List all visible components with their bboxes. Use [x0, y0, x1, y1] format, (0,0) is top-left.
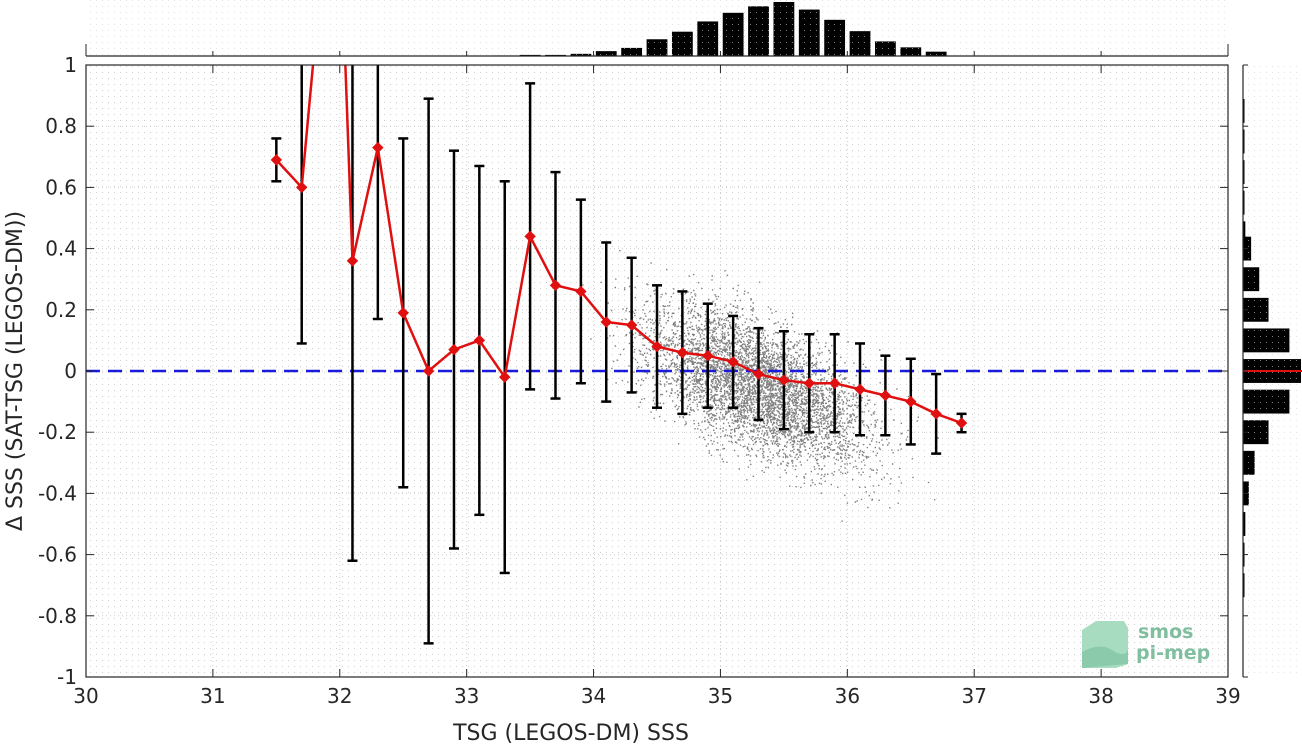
mean-marker — [752, 368, 765, 380]
mean-marker — [930, 408, 942, 420]
x-tick-label: 30 — [73, 684, 98, 708]
mean-marker — [575, 285, 587, 298]
y-tick-label: -0.6 — [38, 543, 77, 567]
mean-marker — [549, 279, 562, 292]
y-tick-label: 0 — [64, 359, 77, 383]
x-tick-label: 31 — [200, 684, 225, 708]
mean-marker — [702, 349, 714, 362]
mean-marker — [905, 395, 917, 408]
tick-labels: 30 31 32 33 34 35 36 37 38 39 -1 -0.8 -0.6 -0.4 -0.2 0 0… — [38, 51, 1248, 708]
y-tick-label: -0.4 — [38, 481, 77, 505]
mean-marker — [778, 374, 790, 386]
mean-marker — [651, 340, 663, 353]
x-tick-label: 37 — [961, 684, 986, 708]
mean-marker — [854, 383, 866, 396]
mean-marker — [422, 365, 435, 377]
mean-marker — [346, 255, 359, 267]
mean-marker — [473, 334, 486, 347]
y-tick-label: -0.8 — [38, 604, 77, 628]
mean-marker — [600, 316, 612, 328]
y-tick-label: 0.8 — [45, 114, 77, 138]
mean-line-group — [270, 65, 968, 429]
y-tick-label: -0.2 — [38, 420, 77, 444]
y-tick-label: 1 — [64, 53, 77, 77]
smos-pi-mep-logo: smos pi-mep — [1082, 621, 1210, 668]
error-bar — [347, 65, 358, 562]
scatter-points — [582, 250, 939, 522]
mean-marker — [524, 230, 536, 243]
x-axis-title: TSG (LEGOS-DM) SSS — [452, 721, 689, 745]
plot-area — [86, 0, 1302, 677]
x-tick-label: 32 — [327, 684, 352, 708]
mean-marker — [499, 371, 511, 383]
x-tick-label: 38 — [1088, 684, 1113, 708]
y-tick-label: -1 — [57, 665, 77, 689]
y-tick-label: 0.4 — [45, 237, 77, 261]
logo-text-smos: smos — [1138, 621, 1193, 643]
error-bar — [296, 65, 307, 345]
x-tick-label: 39 — [1215, 684, 1240, 708]
mean-marker — [296, 181, 308, 194]
binned-mean-line — [270, 65, 968, 429]
y-tick-label: 0.6 — [45, 175, 77, 199]
logo-wave-icon-shade — [1082, 646, 1128, 668]
mean-marker — [372, 141, 384, 154]
mean-marker — [625, 319, 638, 331]
logo-text-pi-mep: pi-mep — [1136, 642, 1210, 664]
y-axis-title: Δ SSS (SAT-TSG (LEGOS-DM)) — [3, 211, 28, 531]
x-tick-label: 35 — [708, 684, 733, 708]
mean-marker — [727, 356, 739, 368]
error-bar — [372, 65, 383, 321]
mean-marker — [397, 307, 409, 319]
x-tick-label: 34 — [581, 684, 606, 708]
mean-marker — [879, 389, 892, 402]
mean-marker — [270, 154, 283, 166]
x-tick-label: 36 — [835, 684, 860, 708]
mean-marker — [955, 417, 968, 429]
mean-marker — [828, 377, 841, 389]
right-hist-background — [1243, 65, 1302, 677]
x-tick-label: 33 — [454, 684, 479, 708]
top-hist-background — [86, 0, 1228, 56]
mean-marker — [803, 377, 815, 389]
mean-marker — [448, 343, 460, 356]
y-tick-label: 0.2 — [45, 298, 77, 322]
mean-marker — [676, 346, 689, 359]
scatter-cloud — [582, 250, 939, 522]
